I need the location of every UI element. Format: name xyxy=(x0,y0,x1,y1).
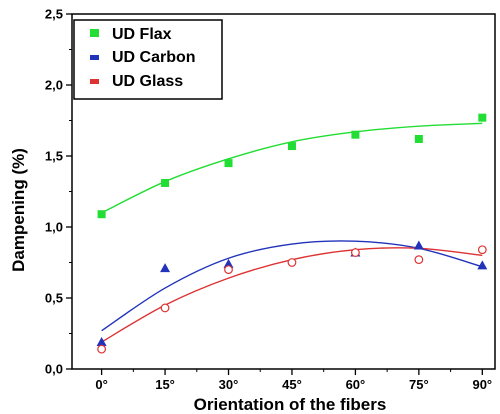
x-tick-label-90: 90° xyxy=(472,377,492,392)
y-tick-label-1: 0,5 xyxy=(45,291,63,306)
point-ud-glass-15 xyxy=(160,303,170,313)
point-ud-flax-15 xyxy=(161,178,170,187)
point-ud-glass-90 xyxy=(477,245,487,255)
y-tick-label-2: 1,0 xyxy=(45,220,63,235)
fit-lines xyxy=(101,122,483,343)
x-axis-ticks: 0° 15° 30° 45° 60° 75° 90° xyxy=(95,369,492,392)
point-ud-flax-45 xyxy=(287,142,296,151)
point-ud-glass-75 xyxy=(414,255,424,265)
point-ud-carbon-90 xyxy=(477,260,488,270)
point-ud-flax-75 xyxy=(414,134,423,143)
y-tick-label-5: 2,5 xyxy=(45,7,63,22)
x-tick-label-0: 0° xyxy=(95,377,107,392)
x-tick-label-75: 75° xyxy=(409,377,429,392)
point-ud-glass-30 xyxy=(224,265,233,275)
x-axis-title: Orientation of the fibers xyxy=(194,395,387,414)
legend-marker-ud-carbon xyxy=(90,55,99,60)
y-tick-label-0: 0,0 xyxy=(45,362,63,377)
x-tick-label-45: 45° xyxy=(282,377,302,392)
point-ud-glass-60 xyxy=(351,248,360,257)
fit-line-ud-carbon xyxy=(101,240,483,332)
x-tick-label-60: 60° xyxy=(346,377,366,392)
x-tick-label-15: 15° xyxy=(155,377,175,392)
point-ud-flax-0 xyxy=(97,210,106,219)
data-markers xyxy=(96,113,488,354)
point-ud-carbon-75 xyxy=(413,240,424,250)
point-ud-flax-60 xyxy=(351,130,360,139)
legend-label-ud-flax: UD Flax xyxy=(112,26,172,43)
y-tick-label-3: 1,5 xyxy=(45,149,63,164)
legend-label-ud-carbon: UD Carbon xyxy=(112,49,196,66)
point-ud-carbon-30 xyxy=(223,258,234,268)
legend: UD Flax UD Carbon UD Glass xyxy=(73,19,223,100)
y-tick-label-4: 2,0 xyxy=(45,78,63,93)
point-ud-flax-90 xyxy=(478,113,487,122)
point-ud-glass-45 xyxy=(287,258,297,267)
legend-marker-ud-flax xyxy=(90,29,99,37)
fit-line-ud-flax xyxy=(101,122,483,214)
y-axis-ticks: 0,0 0,5 1,0 1,5 2,0 2,5 xyxy=(45,7,72,377)
point-ud-glass-0 xyxy=(97,344,107,354)
legend-label-ud-glass: UD Glass xyxy=(112,73,183,90)
y-axis-title: Dampening (%) xyxy=(9,148,28,272)
point-ud-flax-30 xyxy=(224,159,233,168)
legend-marker-ud-glass xyxy=(90,79,99,84)
point-ud-carbon-0 xyxy=(96,337,107,347)
point-ud-carbon-15 xyxy=(160,263,171,273)
x-tick-label-30: 30° xyxy=(219,377,239,392)
